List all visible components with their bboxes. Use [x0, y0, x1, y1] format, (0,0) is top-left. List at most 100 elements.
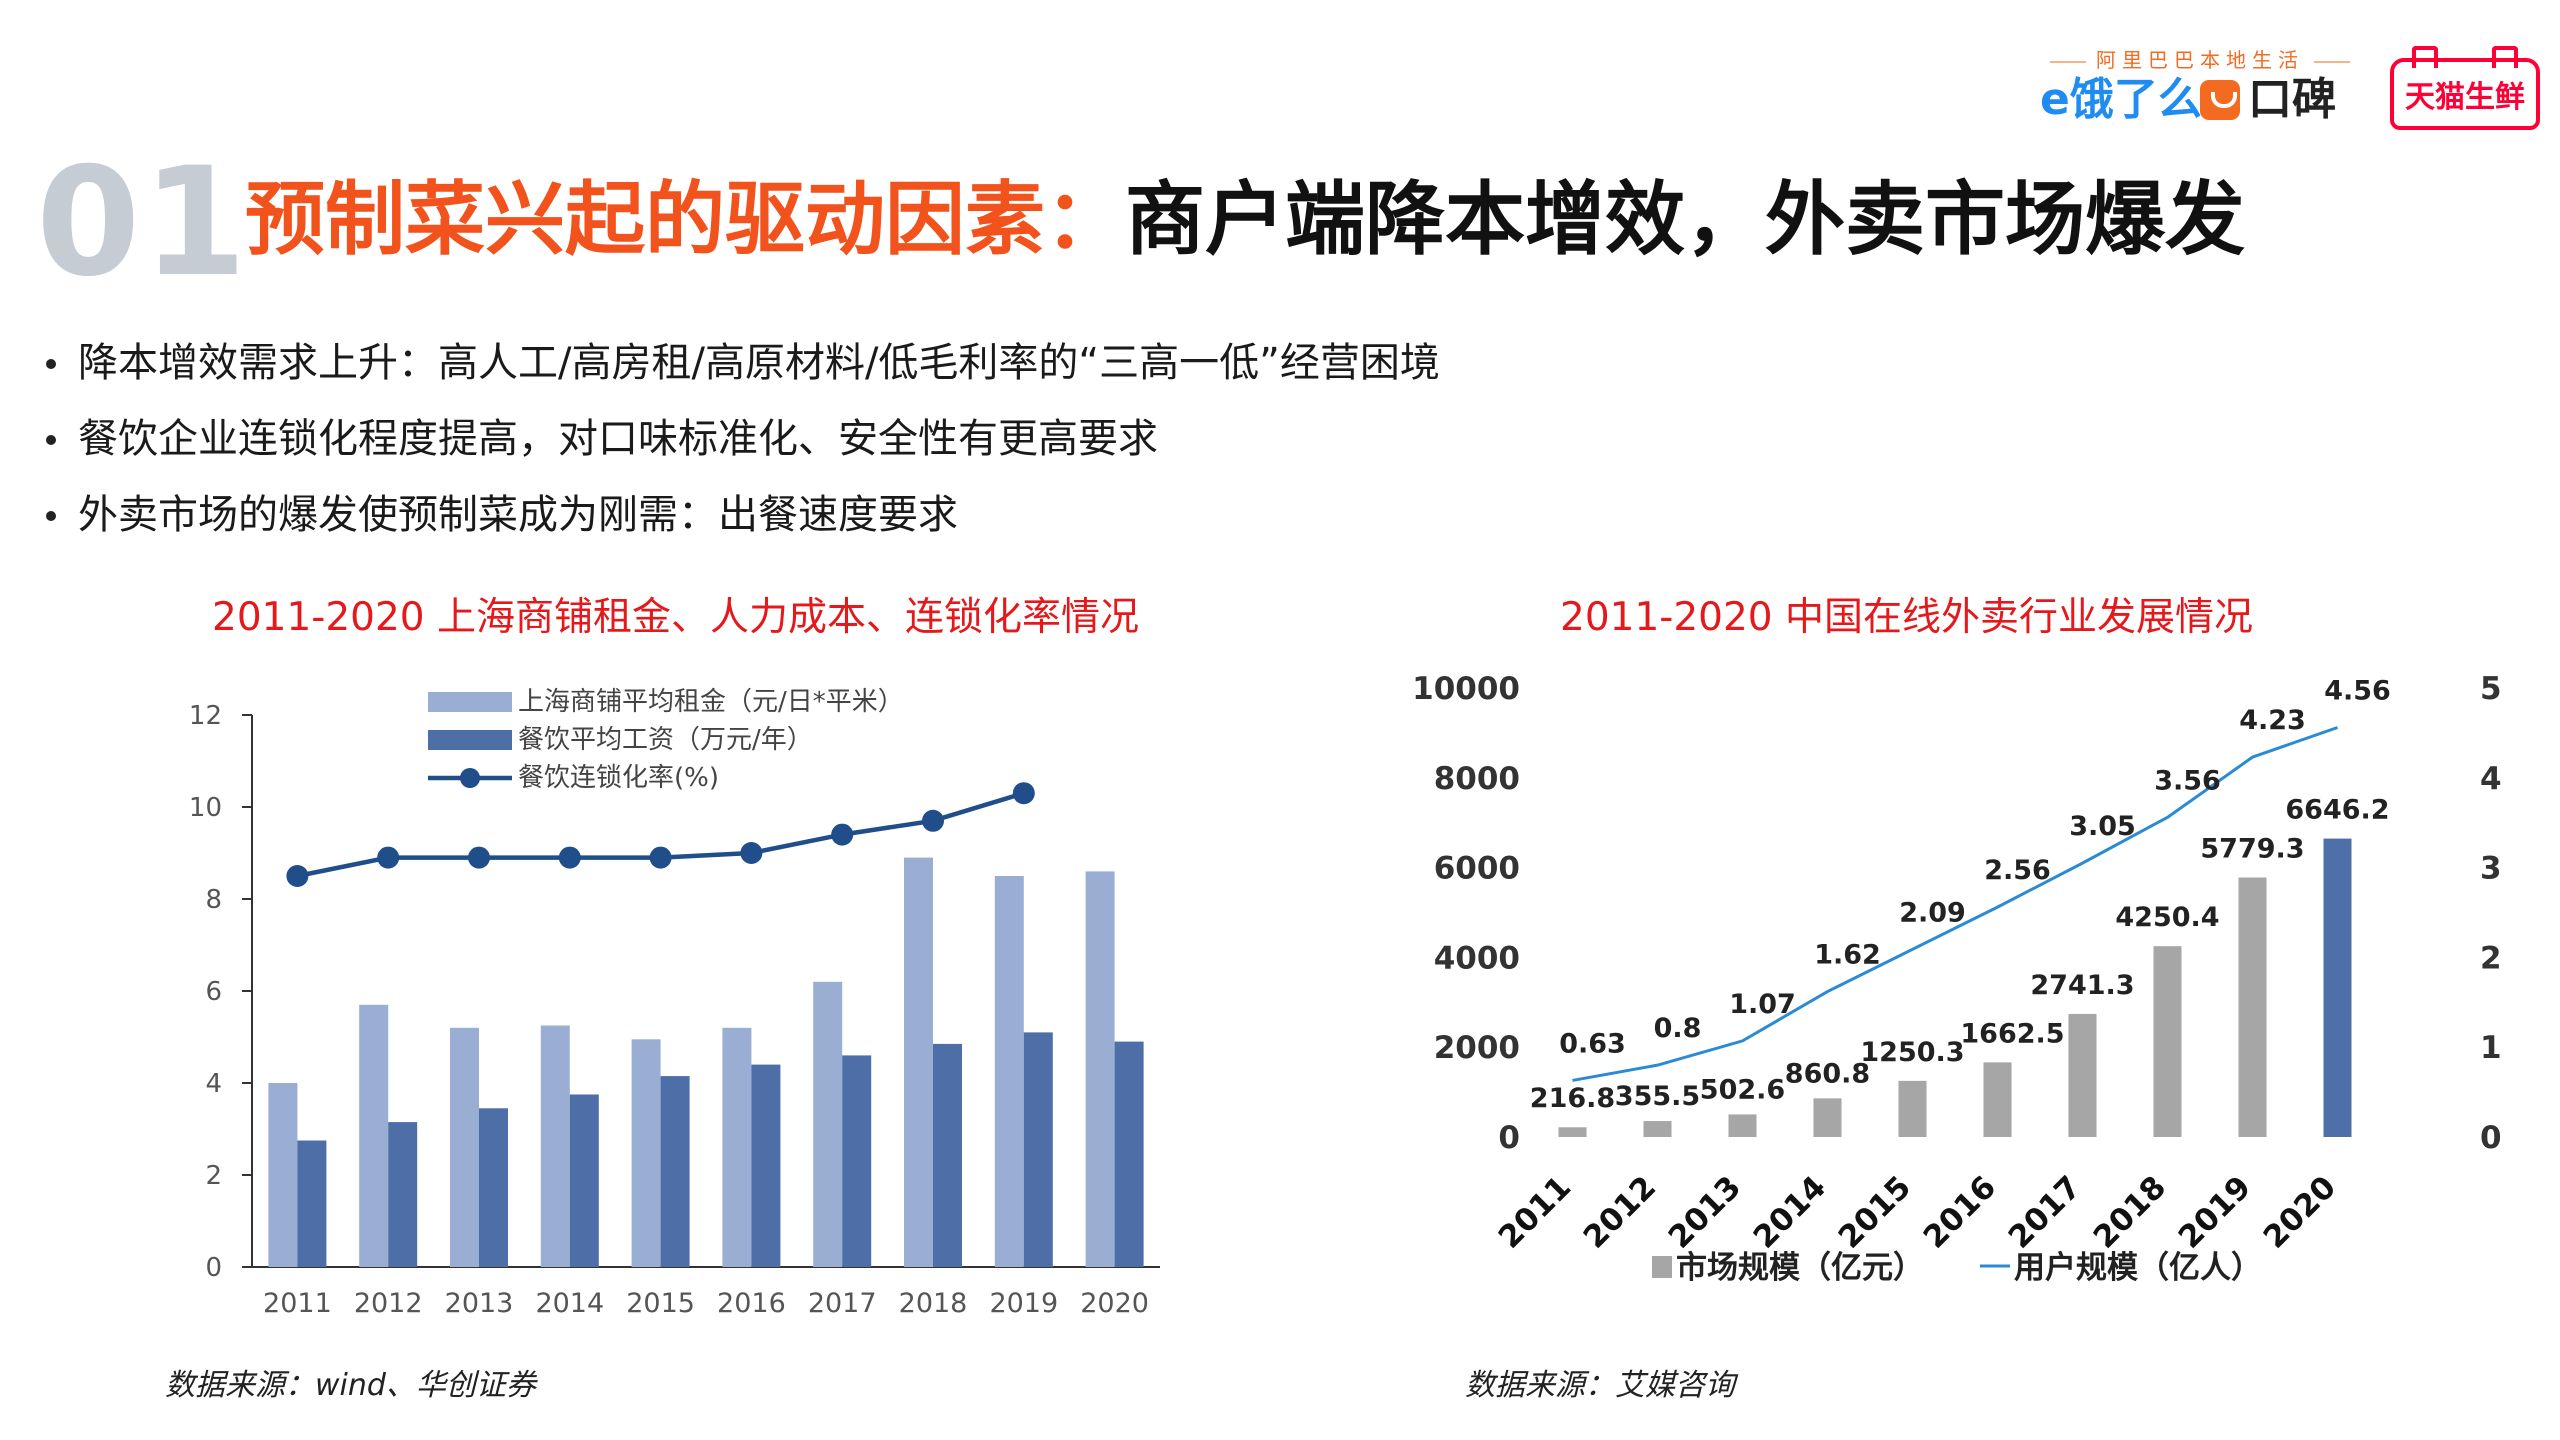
chain-rate-point — [740, 842, 763, 864]
x-tick-label: 2012 — [1577, 1169, 1663, 1255]
market-bar — [1728, 1114, 1757, 1137]
legend-wage-swatch — [428, 730, 512, 750]
market-value-label: 6646.2 — [2285, 795, 2389, 826]
y-tick-label: 6 — [205, 977, 222, 1007]
tmall-fresh-logo-text: 天猫生鲜 — [2405, 80, 2525, 115]
page-title: 预制菜兴起的驱动因素：商户端降本增效，外卖市场爆发 — [245, 165, 2245, 275]
legend-rent-swatch — [428, 692, 512, 712]
y-left-tick-label: 10000 — [1412, 671, 1520, 707]
wage-bar — [1114, 1041, 1144, 1267]
y-right-tick-label: 2 — [2480, 940, 2502, 976]
market-value-label: 1662.5 — [1960, 1018, 2064, 1049]
market-bar — [2153, 946, 2182, 1137]
x-tick-label: 2018 — [899, 1288, 968, 1319]
rent-bar — [540, 1025, 570, 1267]
koubei-logo: 口碑 — [2200, 70, 2336, 130]
market-value-label: 216.8 — [1530, 1083, 1615, 1114]
tmall-right-ear-icon — [2492, 46, 2518, 68]
chain-rate-point — [558, 846, 581, 869]
y-right-tick-label: 0 — [2480, 1120, 2502, 1156]
legend-market-swatch — [1652, 1256, 1672, 1278]
x-tick-label: 2014 — [1747, 1169, 1833, 1255]
x-tick-label: 2013 — [445, 1288, 514, 1319]
market-value-label: 4250.4 — [2115, 902, 2219, 933]
user-value-label: 4.56 — [2324, 676, 2391, 707]
legend-market-label: 市场规模（亿元） — [1676, 1250, 1924, 1286]
y-tick-label: 12 — [189, 701, 222, 731]
y-left-tick-label: 8000 — [1434, 761, 1520, 797]
market-bar — [1813, 1098, 1842, 1137]
market-value-label: 355.5 — [1615, 1081, 1700, 1112]
chain-rate-point — [1012, 782, 1035, 805]
x-tick-label: 2013 — [1662, 1169, 1748, 1255]
user-value-label: 1.62 — [1814, 940, 1881, 971]
market-bar — [1898, 1080, 1927, 1137]
chain-rate-point — [286, 865, 309, 887]
market-value-label: 860.8 — [1785, 1058, 1870, 1089]
x-tick-label: 2016 — [1917, 1169, 2003, 1255]
chain-rate-point — [377, 846, 400, 869]
online-delivery-development-chart: 0 2000 4000 6000 8000 10000 0 1 2 3 4 5 201120122013… — [1412, 671, 2502, 1286]
legend-rent-label: 上海商铺平均租金（元/日*平米） — [518, 687, 904, 717]
chain-rate-point — [922, 809, 944, 832]
chart2-title: 2011-2020 中国在线外卖行业发展情况 — [1560, 595, 2253, 640]
market-bar — [2238, 877, 2267, 1137]
bullet-item: 降本增效需求上升：高人工/高房租/高原材料/低毛利率的“三高一低”经营困境 — [40, 325, 1440, 401]
chart2-source: 数据来源：艾媒咨询 — [1465, 1368, 1735, 1403]
market-value-label: 2741.3 — [2030, 970, 2134, 1001]
rent-bar — [722, 1027, 752, 1267]
tmall-fresh-logo: 天猫生鲜 — [2390, 46, 2540, 130]
x-tick-label: 2020 — [1080, 1288, 1149, 1319]
x-tick-label: 2016 — [717, 1288, 786, 1319]
wage-bar — [1023, 1032, 1053, 1267]
market-value-label: 1250.3 — [1860, 1037, 1964, 1068]
y-left-tick-label: 6000 — [1434, 851, 1520, 887]
market-bar — [2323, 838, 2352, 1137]
user-scale-line — [1572, 726, 2338, 1082]
chart1-title: 2011-2020 上海商铺租金、人力成本、连锁化率情况 — [212, 595, 1139, 640]
wage-bar — [660, 1076, 690, 1267]
page-title-highlight: 预制菜兴起的驱动因素： — [245, 173, 1125, 266]
y-left-tick-label: 4000 — [1434, 940, 1520, 976]
chain-rate-point — [468, 846, 490, 869]
wage-bar — [933, 1043, 962, 1267]
rent-bar — [1085, 871, 1115, 1267]
x-tick-label: 2011 — [263, 1288, 332, 1319]
legend-chain-marker — [460, 768, 480, 788]
y-right-tick-label: 5 — [2480, 671, 2502, 707]
rent-bar — [268, 1083, 298, 1267]
wage-bar — [297, 1140, 327, 1267]
x-tick-label: 2015 — [626, 1288, 695, 1319]
rent-bar — [813, 981, 843, 1267]
x-tick-label: 2019 — [989, 1288, 1058, 1319]
chain-rate-point — [649, 846, 672, 869]
y-left-tick-label: 0 — [1498, 1120, 1520, 1156]
y-right-tick-label: 3 — [2480, 851, 2502, 887]
koubei-logo-text: 口碑 — [2248, 74, 2336, 125]
y-tick-label: 0 — [205, 1253, 222, 1283]
bullet-item: 外卖市场的爆发使预制菜成为刚需：出餐速度要求 — [40, 477, 1440, 553]
user-value-label: 0.63 — [1559, 1028, 1626, 1059]
user-value-label: 3.05 — [2069, 811, 2136, 842]
y-right-tick-label: 4 — [2480, 761, 2502, 797]
market-value-label: 502.6 — [1700, 1074, 1785, 1105]
x-tick-label: 2014 — [535, 1288, 604, 1319]
user-value-label: 3.56 — [2154, 765, 2221, 796]
user-value-label: 4.23 — [2239, 705, 2306, 736]
rent-bar — [631, 1039, 661, 1267]
wage-bar — [751, 1064, 781, 1267]
bullet-list: 降本增效需求上升：高人工/高房租/高原材料/低毛利率的“三高一低”经营困境 餐饮… — [40, 325, 1440, 553]
rent-bar — [359, 1004, 389, 1267]
y-left-tick-label: 2000 — [1434, 1030, 1520, 1066]
y-tick-label: 2 — [205, 1161, 222, 1191]
legend-user-label: 用户规模（亿人） — [2014, 1250, 2262, 1286]
market-bar — [1643, 1121, 1672, 1137]
tmall-left-ear-icon — [2412, 46, 2438, 68]
rent-bar — [904, 857, 933, 1267]
wage-bar — [388, 1122, 418, 1267]
bullet-item: 餐饮企业连锁化程度提高，对口味标准化、安全性有更高要求 — [40, 401, 1440, 477]
wage-bar — [479, 1108, 508, 1267]
x-tick-label: 2015 — [1832, 1169, 1918, 1255]
shanghai-rent-labor-chain-chart: 0 2 4 6 8 10 12 2011 2012 2013 2014 2015 2016 2017 201… — [189, 687, 1160, 1319]
user-value-label: 1.07 — [1729, 989, 1796, 1020]
